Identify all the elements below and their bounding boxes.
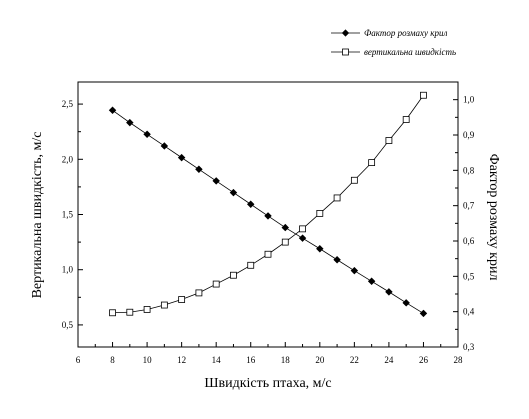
legend-label-vertical-speed: вертикальна швидкість: [364, 47, 456, 57]
legend: Фактор розмаху крил вертикальна швидкіст…: [331, 28, 456, 57]
x-tick-label: 22: [350, 355, 359, 365]
data-point-wing-span-factor: [108, 106, 117, 114]
data-point-wing-span-factor: [160, 142, 169, 150]
y-left-axis-title: Вертикальна швидкість, м/с: [30, 132, 45, 299]
data-point-wing-span-factor: [281, 223, 289, 232]
y-right-tick-label: 0,7: [463, 201, 475, 211]
legend-marker-open-square: [342, 48, 349, 56]
data-point-vertical-speed: [316, 209, 324, 217]
data-point-wing-span-factor: [385, 288, 393, 296]
y-left-tick-label: 2,5: [62, 99, 74, 109]
data-point-vertical-speed: [333, 194, 341, 202]
data-point-vertical-speed: [230, 271, 237, 279]
data-point-wing-span-factor: [367, 277, 376, 286]
data-point-wing-span-factor: [195, 165, 203, 173]
data-point-wing-span-factor: [419, 309, 428, 318]
data-point-vertical-speed: [247, 261, 255, 269]
x-tick-label: 18: [281, 355, 291, 365]
legend-item-wing-span-factor: Фактор розмаху крил: [331, 28, 447, 38]
data-point-vertical-speed: [195, 289, 203, 297]
series-lines: [112, 95, 424, 314]
y-right-tick-label: 0,5: [463, 271, 475, 281]
data-point-vertical-speed: [402, 116, 410, 123]
data-point-vertical-speed: [264, 250, 272, 258]
data-point-vertical-speed: [350, 176, 358, 184]
data-point-vertical-speed: [160, 301, 168, 309]
data-point-wing-span-factor: [402, 299, 410, 307]
legend-item-vertical-speed: вертикальна швидкість: [331, 47, 456, 57]
y-left-tick-label: 0,5: [62, 320, 74, 330]
legend-marker-filled-diamond: [341, 29, 350, 37]
x-tick-label: 28: [454, 355, 464, 365]
data-point-vertical-speed: [385, 137, 393, 144]
y-right-tick-label: 0,9: [463, 130, 475, 140]
x-tick-label: 16: [246, 355, 256, 365]
x-tick-label: 8: [110, 355, 115, 365]
data-point-vertical-speed: [143, 306, 151, 313]
y-right-axis-ticks: 0,3 0,4 0,5 0,6 0,7 0,8 0,9 1,0: [453, 95, 475, 352]
y-left-tick-label: 1,0: [62, 265, 74, 275]
x-tick-label: 10: [143, 355, 153, 365]
x-tick-label: 6: [76, 355, 81, 365]
y-right-tick-label: 1,0: [463, 95, 475, 105]
data-point-vertical-speed: [126, 308, 134, 316]
data-point-vertical-speed: [368, 159, 376, 167]
data-point-vertical-speed: [420, 91, 427, 99]
x-tick-label: 12: [177, 355, 186, 365]
y-left-axis-ticks: 0,5 1,0 1,5 2,0 2,5: [62, 99, 83, 330]
x-tick-label: 26: [419, 355, 429, 365]
data-point-wing-span-factor: [177, 153, 186, 162]
y-right-tick-label: 0,6: [463, 236, 475, 246]
data-point-vertical-speed: [212, 280, 220, 288]
data-point-wing-span-factor: [350, 266, 359, 275]
x-axis-ticks: 6 8 10 12 14 16 18 20 22 24 26 28: [76, 342, 463, 365]
data-point-vertical-speed: [109, 309, 116, 317]
data-point-vertical-speed: [178, 296, 186, 303]
data-point-wing-span-factor: [316, 245, 324, 253]
x-tick-label: 14: [212, 355, 222, 365]
y-right-tick-label: 0,8: [463, 165, 475, 175]
series-line-vertical-speed: [112, 95, 424, 314]
data-point-wing-span-factor: [143, 130, 151, 139]
y-right-tick-label: 0,3: [463, 342, 475, 352]
x-axis-title: Швидкість птаха, м/с: [204, 376, 331, 391]
x-tick-label: 24: [384, 355, 394, 365]
data-point-wing-span-factor: [264, 212, 272, 220]
data-point-wing-span-factor: [126, 118, 134, 127]
data-point-wing-span-factor: [298, 234, 307, 242]
data-point-wing-span-factor: [333, 256, 341, 264]
series-line-wing-span-factor: [112, 109, 424, 314]
series-markers: [108, 91, 428, 318]
y-left-tick-label: 1,5: [62, 210, 74, 220]
data-point-wing-span-factor: [247, 200, 255, 208]
data-point-wing-span-factor: [212, 177, 220, 185]
y-right-axis-title: Фактор розмаху крил: [486, 154, 501, 281]
data-point-vertical-speed: [281, 238, 289, 246]
data-point-wing-span-factor: [229, 188, 238, 197]
y-right-tick-label: 0,4: [463, 307, 475, 317]
x-tick-label: 20: [315, 355, 325, 365]
y-left-tick-label: 2,0: [62, 154, 74, 164]
data-point-vertical-speed: [299, 225, 306, 233]
legend-label-wing-span-factor: Фактор розмаху крил: [364, 28, 447, 38]
